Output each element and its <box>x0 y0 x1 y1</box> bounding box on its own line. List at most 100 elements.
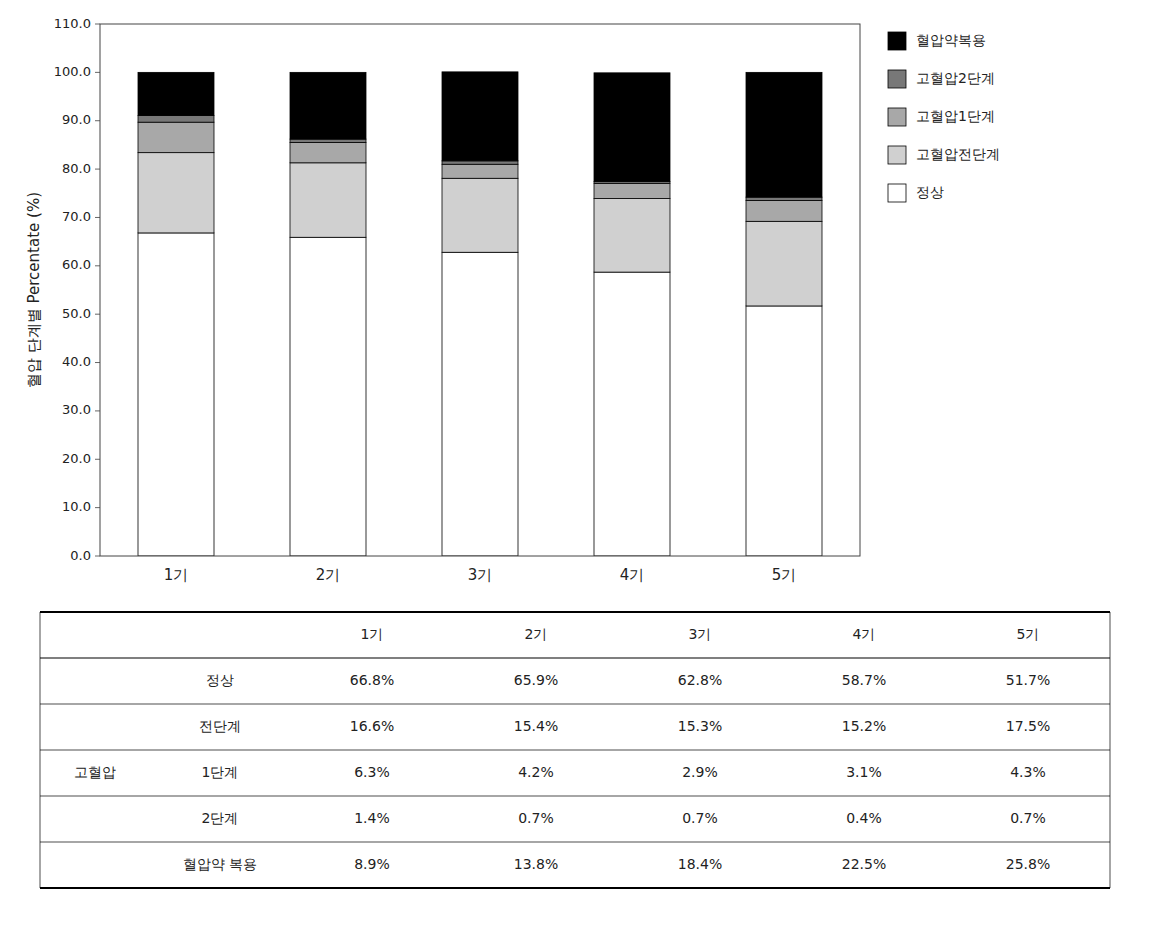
bar-segment <box>442 252 518 556</box>
x-tick-label: 4기 <box>620 566 645 584</box>
table-cell: 58.7% <box>842 672 886 688</box>
table-header: 5기 <box>1017 626 1040 642</box>
bar-segment <box>290 237 366 556</box>
y-tick-label: 40.0 <box>62 354 91 369</box>
bar-segment <box>138 72 214 115</box>
legend-swatch <box>888 32 906 50</box>
table-cell: 8.9% <box>354 856 390 872</box>
bar-segment <box>746 72 822 197</box>
y-tick <box>95 169 100 170</box>
chart: 0.010.020.030.040.050.060.070.080.090.01… <box>0 0 1152 932</box>
y-tick-label: 10.0 <box>62 499 91 514</box>
bar-segment <box>138 115 214 122</box>
y-tick-label: 20.0 <box>62 451 91 466</box>
table-rule <box>40 611 1110 613</box>
table-row-label: 혈압약 복용 <box>183 856 257 872</box>
table-row-label: 정상 <box>206 672 234 688</box>
legend-swatch <box>888 108 906 126</box>
table-cell: 62.8% <box>678 672 722 688</box>
bar-segment <box>290 72 366 139</box>
table-cell: 4.3% <box>1010 764 1046 780</box>
y-tick-label: 110.0 <box>54 16 91 31</box>
y-tick-label: 80.0 <box>62 161 91 176</box>
table-cell: 16.6% <box>350 718 394 734</box>
table-header: 2기 <box>525 626 548 642</box>
y-tick <box>95 556 100 557</box>
bar-segment <box>442 72 518 161</box>
table-cell: 0.7% <box>1010 810 1046 826</box>
y-tick <box>95 507 100 508</box>
table-rule <box>40 704 1110 705</box>
plot-frame <box>100 24 860 556</box>
table-row-label: 1단계 <box>202 764 239 780</box>
table-group-label: 고혈압 <box>74 764 116 780</box>
bar-segment <box>442 164 518 178</box>
x-axis: 1기2기3기4기5기 <box>164 566 797 584</box>
bar-segment <box>746 197 822 200</box>
bar-segment <box>746 221 822 306</box>
bar-segment <box>290 139 366 142</box>
table-header: 3기 <box>689 626 712 642</box>
legend-label: 정상 <box>916 184 944 200</box>
legend-label: 고혈압전단계 <box>916 146 1000 162</box>
y-tick-label: 90.0 <box>62 112 91 127</box>
legend-swatch <box>888 184 906 202</box>
bar-segment <box>746 201 822 222</box>
legend-label: 고혈압2단계 <box>916 70 995 86</box>
table-cell: 3.1% <box>846 764 882 780</box>
bar-segment <box>138 122 214 152</box>
table-header: 4기 <box>853 626 876 642</box>
table-cell: 17.5% <box>1006 718 1050 734</box>
y-tick-label: 100.0 <box>54 64 91 79</box>
bar-segment <box>138 153 214 233</box>
table-rule <box>40 657 1110 658</box>
y-tick <box>95 120 100 121</box>
table-cell: 0.7% <box>682 810 718 826</box>
bar-segment <box>594 272 670 556</box>
bar-segment <box>290 163 366 237</box>
table-rule <box>40 887 1110 889</box>
x-tick-label: 1기 <box>164 566 189 584</box>
table-rule <box>40 842 1110 843</box>
legend: 혈압약복용고혈압2단계고혈압1단계고혈압전단계정상 <box>888 32 1000 202</box>
x-tick-label: 2기 <box>316 566 341 584</box>
table-cell: 18.4% <box>678 856 722 872</box>
y-tick <box>95 72 100 73</box>
y-tick <box>95 24 100 25</box>
table-cell: 25.8% <box>1006 856 1050 872</box>
table-rule <box>40 750 1110 751</box>
table-cell: 65.9% <box>514 672 558 688</box>
y-tick-label: 0.0 <box>70 548 91 563</box>
legend-label: 고혈압1단계 <box>916 108 995 124</box>
bar-segment <box>746 306 822 556</box>
table-rule <box>40 796 1110 797</box>
table-cell: 15.3% <box>678 718 722 734</box>
legend-swatch <box>888 146 906 164</box>
table-cell: 0.4% <box>846 810 882 826</box>
table-cell: 51.7% <box>1006 672 1050 688</box>
table-cell: 13.8% <box>514 856 558 872</box>
table-cell: 0.7% <box>518 810 554 826</box>
y-tick-label: 60.0 <box>62 257 91 272</box>
table-cell: 2.9% <box>682 764 718 780</box>
table: 1기2기3기4기5기정상66.8%65.9%62.8%58.7%51.7%전단계… <box>40 612 1110 888</box>
table-border <box>40 612 41 888</box>
bar-segment <box>138 233 214 556</box>
table-border <box>1110 612 1111 888</box>
y-axis: 0.010.020.030.040.050.060.070.080.090.01… <box>54 16 100 563</box>
y-tick <box>95 217 100 218</box>
bar-segment <box>290 142 366 162</box>
table-row-label: 전단계 <box>199 718 241 734</box>
x-tick-label: 5기 <box>772 566 797 584</box>
y-tick <box>95 459 100 460</box>
page: {"chart_data": { "type": "bar", "stacked… <box>0 0 1152 932</box>
y-tick <box>95 410 100 411</box>
bar-segment <box>594 184 670 199</box>
bar-segment <box>442 161 518 164</box>
table-cell: 66.8% <box>350 672 394 688</box>
table-cell: 1.4% <box>354 810 390 826</box>
y-tick-label: 50.0 <box>62 306 91 321</box>
table-row-label: 2단계 <box>202 810 239 826</box>
table-cell: 15.2% <box>842 718 886 734</box>
y-tick <box>95 314 100 315</box>
